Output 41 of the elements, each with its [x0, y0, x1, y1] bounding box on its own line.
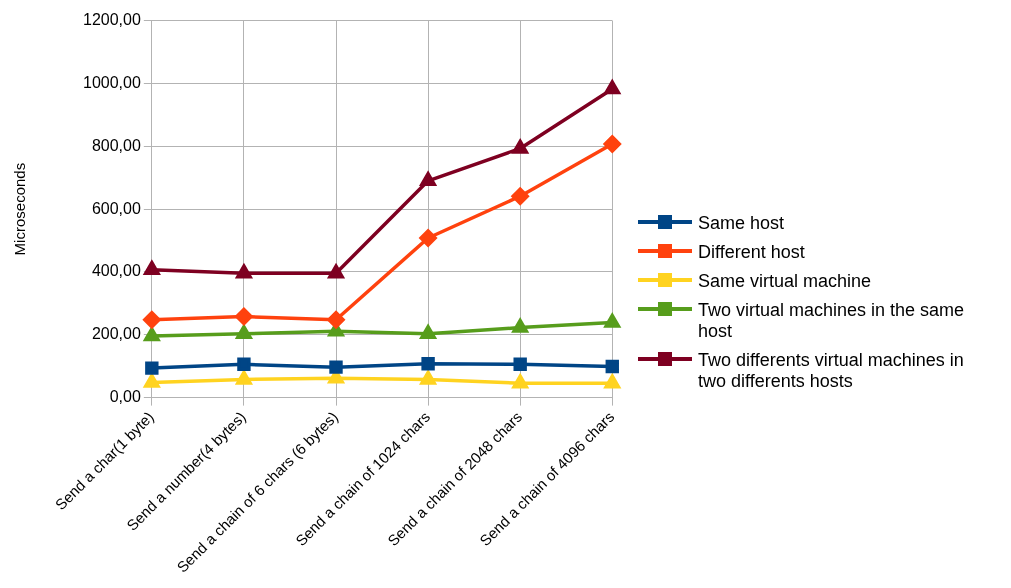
y-tick-label: 1000,00 — [82, 73, 141, 91]
point — [328, 264, 344, 279]
point — [235, 307, 253, 326]
point — [421, 356, 435, 371]
point — [604, 313, 621, 328]
legend-label: Two differents virtual machines in two differents hosts — [698, 350, 965, 392]
y-tick-label: 600,00 — [91, 199, 141, 217]
y-tick-label: 200,00 — [91, 325, 141, 343]
point — [236, 264, 252, 279]
legend-label: Same virtual machine — [698, 271, 872, 292]
y-tick-label: 1200,00 — [82, 11, 141, 29]
point — [604, 374, 621, 389]
point — [327, 310, 345, 329]
point — [237, 357, 251, 372]
point — [512, 318, 528, 333]
point — [605, 359, 619, 374]
point — [512, 139, 528, 154]
point — [513, 357, 527, 372]
point — [329, 360, 343, 374]
point — [420, 370, 436, 385]
point — [143, 310, 161, 329]
legend-label: Two virtual machines in the same host — [698, 300, 966, 342]
y-tick-label: 400,00 — [91, 262, 141, 280]
legend-label: Same host — [698, 213, 785, 234]
point — [236, 325, 252, 340]
y-axis-title: Microseconds — [11, 162, 29, 256]
point — [604, 80, 621, 95]
point — [144, 261, 160, 275]
point — [420, 325, 436, 340]
point — [144, 373, 160, 388]
point — [419, 229, 437, 247]
point — [420, 172, 436, 187]
point — [512, 374, 528, 389]
point — [144, 327, 160, 342]
point — [145, 361, 159, 375]
point — [236, 370, 252, 385]
legend-label: Different host — [698, 242, 805, 263]
point — [603, 135, 622, 153]
y-tick-label: 800,00 — [91, 136, 141, 154]
y-tick-label: 0,00 — [109, 388, 141, 406]
point — [511, 187, 529, 205]
